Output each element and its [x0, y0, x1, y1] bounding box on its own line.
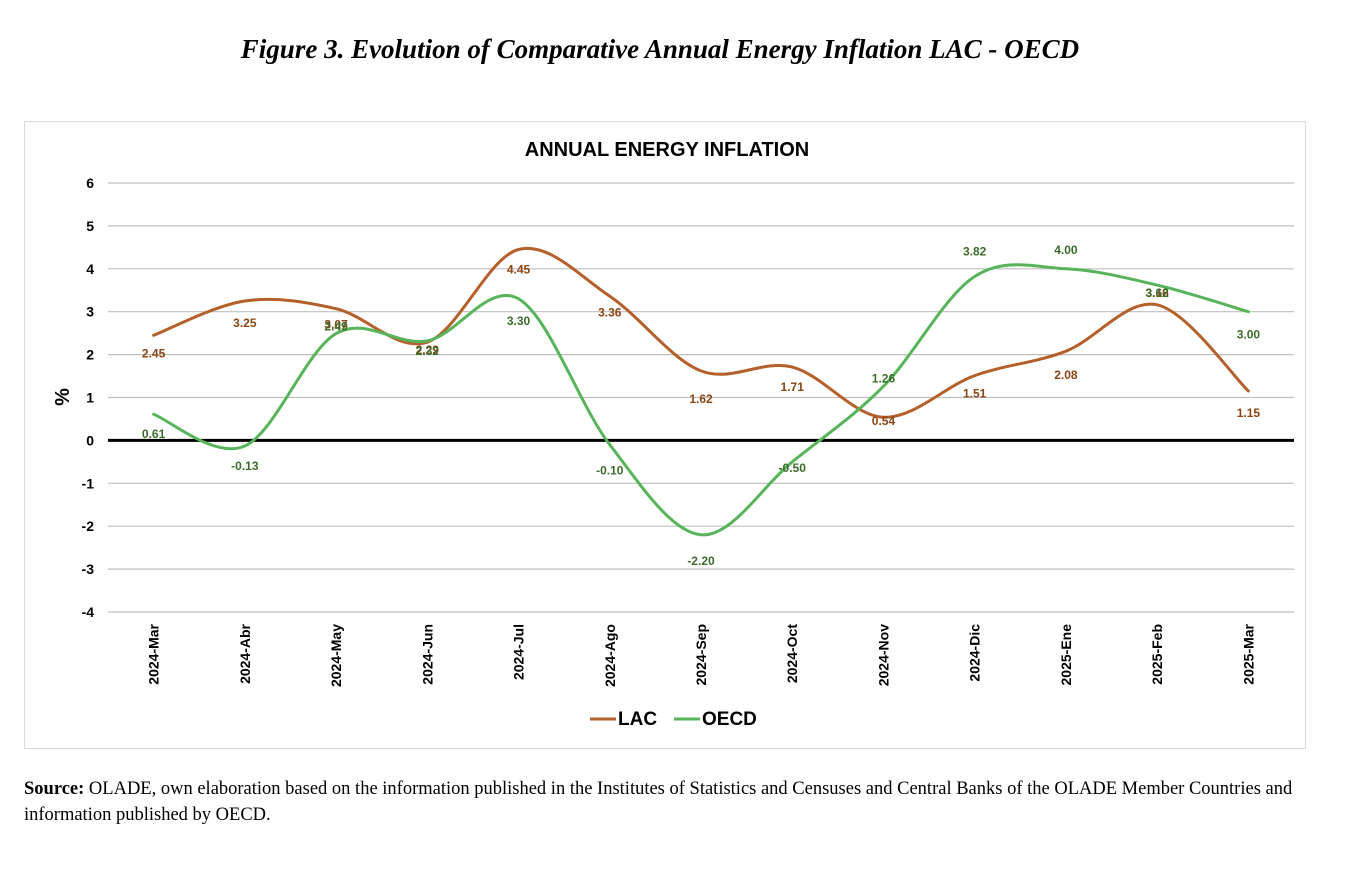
data-label-oecd: 3.00 [1237, 328, 1261, 342]
y-tick-label: -3 [82, 561, 95, 577]
series-line-lac [152, 246, 1250, 419]
x-tick-label: 2024-Jul [511, 624, 527, 680]
source-text: OLADE, own elaboration based on the info… [24, 779, 1293, 825]
legend-label-lac: LAC [618, 709, 657, 730]
x-tick-label: 2024-Jun [419, 624, 435, 685]
figure-title: Figure 3. Evolution of Comparative Annua… [240, 34, 1080, 64]
x-tick-label: 2024-May [328, 624, 344, 687]
data-label-lac: 3.36 [598, 305, 622, 319]
data-label-oecd: -2.20 [687, 554, 715, 568]
data-label-lac: 1.71 [781, 380, 805, 394]
data-label-lac: 3.16 [1145, 286, 1169, 300]
x-tick-label: 2024-Nov [875, 624, 891, 686]
y-axis-label: % [52, 388, 74, 406]
y-tick-label: 6 [86, 175, 94, 191]
x-tick-label: 2024-Ago [602, 624, 618, 687]
data-label-lac: 1.15 [1237, 406, 1261, 420]
data-label-oecd: 3.62 [1145, 286, 1169, 300]
y-axis: -4 -3 -2 -1 0 1 2 3 4 5 6 [82, 175, 95, 620]
data-labels: 2.45 3.25 3.07 2.29 4.45 3.36 1.62 1.71 0.54 1.51… [142, 243, 1260, 568]
data-label-oecd: -0.50 [779, 461, 807, 475]
x-tick-label: 2025-Feb [1149, 624, 1165, 685]
data-label-lac: 0.54 [872, 414, 896, 428]
source-note: Source: OLADE, own elaboration based on … [24, 776, 1314, 828]
y-tick-label: -2 [82, 518, 95, 534]
source-label: Source: [24, 779, 85, 799]
x-axis: 2024-Mar 2024-Abr 2024-May 2024-Jun 2024-Jul… [146, 623, 1257, 687]
data-label-lac: 3.25 [233, 316, 257, 330]
data-label-lac: 2.45 [142, 346, 166, 360]
data-label-oecd: 4.00 [1054, 243, 1078, 257]
data-label-oecd: 2.49 [324, 320, 348, 334]
chart-title: ANNUAL ENERGY INFLATION [525, 139, 809, 161]
y-tick-label: 2 [86, 347, 94, 363]
series-line-oecd [152, 263, 1250, 537]
chart-area: ANNUAL ENERGY INFLATION -4 -3 -2 -1 0 1 2 3 4 5 6 … [24, 121, 1306, 749]
y-tick-label: 0 [86, 432, 94, 448]
x-tick-label: 2024-Dic [967, 624, 983, 682]
y-tick-label: 3 [86, 304, 94, 320]
data-label-lac: 2.08 [1054, 368, 1078, 382]
x-tick-label: 2025-Mar [1240, 623, 1256, 684]
x-tick-label: 2024-Oct [784, 624, 800, 683]
data-label-lac: 3.07 [324, 318, 348, 332]
x-tick-label: 2024-Mar [146, 623, 162, 684]
data-label-oecd: 0.61 [142, 427, 166, 441]
series-lines [152, 246, 1250, 537]
data-label-oecd: 3.82 [963, 245, 987, 259]
data-label-lac: 1.51 [963, 387, 987, 401]
y-tick-label: 1 [86, 390, 94, 406]
data-label-lac: 4.45 [507, 262, 531, 276]
legend-label-oecd: OECD [702, 709, 757, 730]
x-tick-label: 2024-Abr [237, 623, 253, 683]
y-tick-label: -1 [82, 475, 95, 491]
chart-svg: ANNUAL ENERGY INFLATION -4-3-2-10123456 … [52, 139, 1294, 730]
data-label-oecd: 3.30 [507, 314, 531, 328]
data-label-lac: 2.29 [416, 343, 440, 357]
gridlines [108, 182, 1294, 613]
data-label-oecd: 2.32 [416, 344, 440, 358]
y-tick-label: 4 [86, 261, 94, 277]
data-label-oecd: 1.26 [872, 371, 896, 385]
data-label-oecd: -0.13 [231, 459, 259, 473]
legend: LAC OECD [590, 709, 757, 730]
x-tick-label: 2025-Ene [1058, 624, 1074, 686]
y-tick-label: -4 [82, 604, 95, 620]
x-tick-label: 2024-Sep [693, 624, 709, 685]
y-tick-label: 5 [86, 218, 94, 234]
data-label-lac: 1.62 [689, 392, 713, 406]
data-label-oecd: -0.10 [596, 464, 624, 478]
